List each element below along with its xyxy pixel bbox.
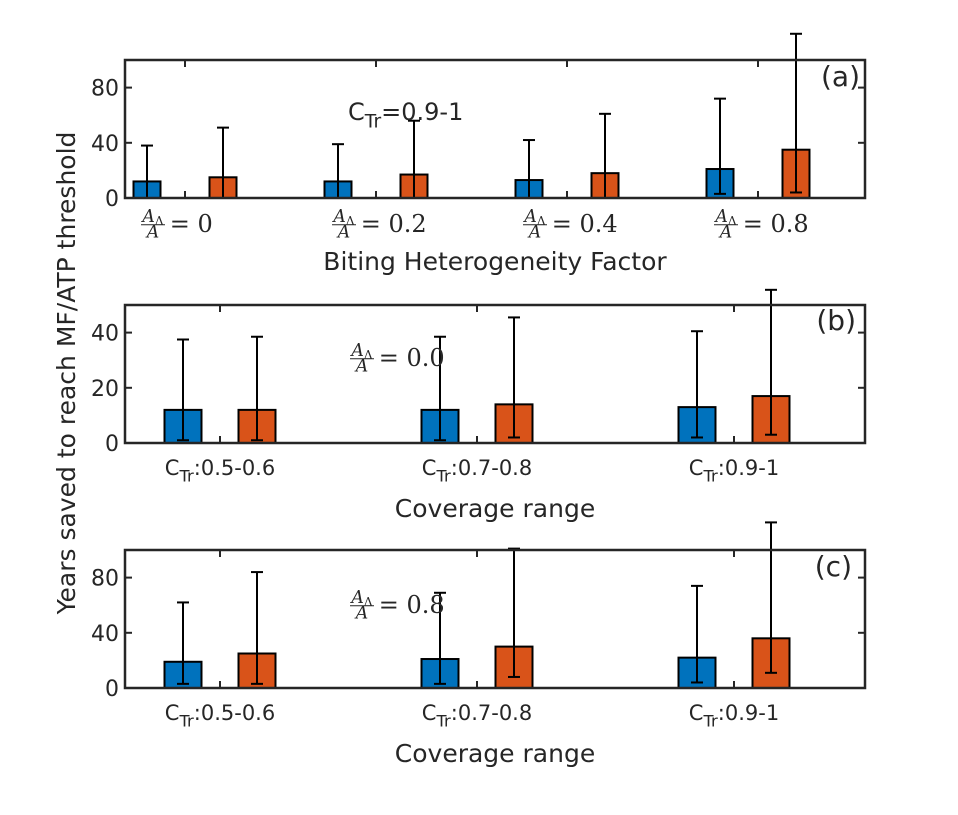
x-tick-label-2-rest: :0.7-0.8 xyxy=(451,456,532,480)
x-tick-label-1-base: C xyxy=(165,456,180,480)
x-tick-label-2: CTr:0.7-0.8 xyxy=(422,701,532,731)
x-tick-label-3-base: C xyxy=(689,456,704,480)
x-axis-label: Coverage range xyxy=(395,494,595,523)
annotation-value: = 0.8 xyxy=(379,591,445,619)
x-tick-label-1: AΔA = 0 xyxy=(140,207,212,242)
annotation-numerator-base: A xyxy=(349,341,363,361)
panel-label: (c) xyxy=(815,550,852,583)
x-tick-label-2-numerator: AΔ xyxy=(331,207,354,228)
y-tick-label: 80 xyxy=(91,567,119,592)
x-tick-label-2-value: = 0.2 xyxy=(361,210,427,238)
annotation-denominator: A xyxy=(354,603,368,623)
annotation-numerator: AΔ xyxy=(349,341,372,362)
x-tick-label-4-value: = 0.8 xyxy=(743,210,809,238)
y-tick-label: 40 xyxy=(91,322,119,347)
annotation-numerator-base: A xyxy=(349,588,363,608)
x-tick-label-1-sub: Tr xyxy=(178,467,194,486)
x-tick-label-3-numerator-sub: Δ xyxy=(537,214,546,228)
x-tick-label-2-denominator: A xyxy=(336,222,350,242)
x-tick-label-3-numerator-base: A xyxy=(522,207,536,227)
x-tick-label-2: CTr:0.7-0.8 xyxy=(422,456,532,486)
x-tick-label-1-value: = 0 xyxy=(170,210,213,238)
x-tick-label-2-base: C xyxy=(422,701,437,725)
x-tick-label-2: AΔA = 0.2 xyxy=(331,207,426,242)
x-tick-label-1-rest: :0.5-0.6 xyxy=(194,456,275,480)
axes-box xyxy=(123,303,867,445)
x-tick-label-2-sub: Tr xyxy=(435,712,451,731)
annotation-numerator: AΔ xyxy=(349,588,372,609)
annotation-numerator-sub: Δ xyxy=(364,348,373,362)
x-tick-label-4-numerator-sub: Δ xyxy=(728,214,737,228)
annotation-numerator-sub: Δ xyxy=(364,595,373,609)
x-tick-label-1-numerator: AΔ xyxy=(140,207,163,228)
y-axis-label: Years saved to reach MF/ATP threshold xyxy=(52,132,81,616)
annotation-base: C xyxy=(348,98,365,126)
x-tick-label-1: CTr:0.5-0.6 xyxy=(165,701,275,731)
y-tick-label: 40 xyxy=(91,622,119,647)
annotation: AΔA = 0.0 xyxy=(349,341,444,376)
y-tick-label: 0 xyxy=(105,187,119,212)
x-tick-label-4-numerator: AΔ xyxy=(713,207,736,228)
annotation-rest: =0.9-1 xyxy=(381,98,463,126)
annotation-denominator: A xyxy=(354,356,368,376)
x-tick-label-3-numerator: AΔ xyxy=(522,207,545,228)
x-tick-label-1-rest: :0.5-0.6 xyxy=(194,701,275,725)
x-tick-label-3-base: C xyxy=(689,701,704,725)
x-tick-label-3-rest: :0.9-1 xyxy=(718,456,779,480)
y-tick-label: 20 xyxy=(91,377,119,402)
y-tick-label: 0 xyxy=(105,677,119,702)
x-tick-label-3: CTr:0.9-1 xyxy=(689,456,779,486)
x-tick-label-4-numerator-base: A xyxy=(713,207,727,227)
axes-box xyxy=(123,58,867,200)
y-tick-label: 80 xyxy=(91,77,119,102)
x-tick-label-2-rest: :0.7-0.8 xyxy=(451,701,532,725)
annotation-value: = 0.0 xyxy=(379,344,445,372)
x-tick-label-3: AΔA = 0.4 xyxy=(522,207,617,242)
x-tick-label-1-base: C xyxy=(165,701,180,725)
x-tick-label-2-sub: Tr xyxy=(435,467,451,486)
x-tick-label-1-sub: Tr xyxy=(178,712,194,731)
x-tick-label-1-denominator: A xyxy=(145,222,159,242)
y-tick-label: 0 xyxy=(105,432,119,457)
x-tick-label-3-value: = 0.4 xyxy=(552,210,618,238)
y-tick-label: 40 xyxy=(91,132,119,157)
panel-label: (b) xyxy=(816,304,856,337)
x-axis-label: Coverage range xyxy=(395,739,595,768)
x-tick-label-1-numerator-sub: Δ xyxy=(155,214,164,228)
x-tick-label-4: AΔA = 0.8 xyxy=(713,207,808,242)
x-tick-label-1-numerator-base: A xyxy=(140,207,154,227)
x-tick-label-3: CTr:0.9-1 xyxy=(689,701,779,731)
x-axis-label: Biting Heterogeneity Factor xyxy=(323,247,667,276)
x-tick-label-2-numerator-base: A xyxy=(331,207,345,227)
annotation-sub: Tr xyxy=(364,112,382,133)
x-tick-label-3-denominator: A xyxy=(527,222,541,242)
x-tick-label-3-rest: :0.9-1 xyxy=(718,701,779,725)
x-tick-label-2-numerator-sub: Δ xyxy=(346,214,355,228)
x-tick-label-4-denominator: A xyxy=(718,222,732,242)
x-tick-label-3-sub: Tr xyxy=(702,467,718,486)
panel-label: (a) xyxy=(821,60,860,93)
annotation: AΔA = 0.8 xyxy=(349,588,444,623)
annotation: CTr=0.9-1 xyxy=(348,98,463,133)
x-tick-label-3-sub: Tr xyxy=(702,712,718,731)
x-tick-label-2-base: C xyxy=(422,456,437,480)
x-tick-label-1: CTr:0.5-0.6 xyxy=(165,456,275,486)
axes-box xyxy=(123,548,867,690)
